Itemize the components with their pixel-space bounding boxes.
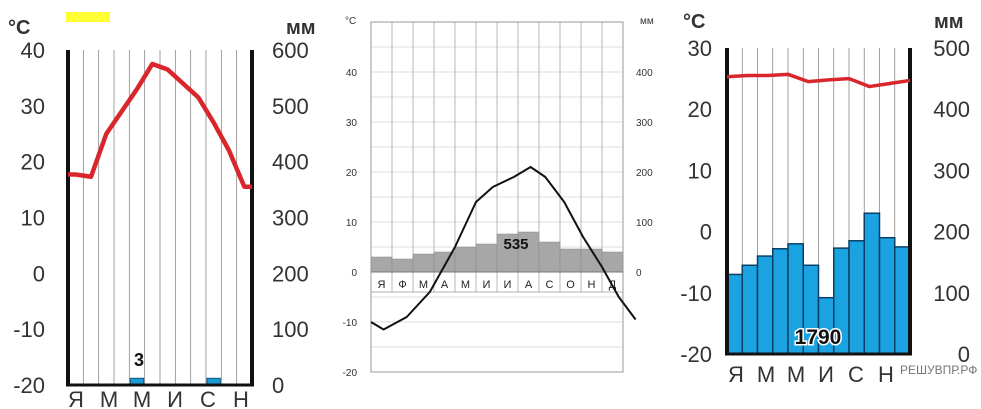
y-tick-label-temp: -10 bbox=[343, 318, 358, 329]
month-label: А bbox=[525, 279, 533, 291]
y-tick-label-temp: 10 bbox=[688, 158, 712, 183]
month-label: О bbox=[566, 279, 575, 291]
y-tick-label-precip: 100 bbox=[272, 317, 309, 342]
left-unit-label: °C bbox=[345, 16, 356, 27]
precip-bar bbox=[475, 243, 498, 273]
y-tick-label-precip: 400 bbox=[272, 150, 309, 175]
month-label: М bbox=[787, 362, 805, 387]
precip-bar bbox=[391, 258, 414, 273]
right-unit-label: мм bbox=[934, 11, 964, 33]
precip-bar bbox=[412, 253, 435, 273]
left-unit-label: °C bbox=[8, 17, 30, 39]
y-tick-label-precip: 400 bbox=[636, 68, 653, 79]
month-label: А bbox=[441, 279, 449, 291]
precip-bar bbox=[601, 251, 624, 273]
month-label: М bbox=[757, 362, 775, 387]
temperature-line bbox=[370, 166, 637, 331]
y-tick-label-precip: 0 bbox=[272, 373, 284, 398]
precip-bar bbox=[559, 248, 582, 273]
y-tick-label-temp: 0 bbox=[33, 261, 45, 286]
month-label: И bbox=[167, 387, 183, 409]
month-label: М bbox=[461, 279, 470, 291]
total-precip-label: 3 bbox=[134, 350, 144, 370]
y-tick-label-precip: 500 bbox=[933, 36, 970, 61]
total-precip-label: 1790 bbox=[795, 326, 842, 349]
right-unit-label: мм bbox=[640, 16, 654, 27]
month-label: Ф bbox=[398, 279, 406, 291]
y-tick-label-precip: 100 bbox=[636, 218, 653, 229]
month-label: И bbox=[504, 279, 512, 291]
y-tick-label-temp: 30 bbox=[21, 94, 45, 119]
precip-bar bbox=[756, 255, 774, 355]
watermark: РЕШУВПР.РФ bbox=[900, 363, 977, 377]
y-tick-label-precip: 600 bbox=[272, 38, 309, 63]
y-tick-label-temp: 40 bbox=[21, 38, 45, 63]
y-tick-label-temp: 40 bbox=[346, 68, 358, 79]
month-label: И bbox=[818, 362, 834, 387]
month-label: С bbox=[200, 387, 216, 409]
month-label: М bbox=[133, 387, 151, 409]
month-label: Я bbox=[68, 387, 84, 409]
y-tick-label-precip: 0 bbox=[958, 342, 970, 367]
y-tick-label-precip: 300 bbox=[272, 206, 309, 231]
left-unit-label: °C bbox=[683, 11, 705, 33]
precip-bar bbox=[878, 236, 896, 355]
temperature-line bbox=[68, 61, 252, 190]
precip-bar bbox=[772, 247, 789, 355]
y-tick-label-precip: 100 bbox=[933, 281, 970, 306]
y-tick-label-temp: 0 bbox=[700, 220, 712, 245]
precip-bar bbox=[863, 212, 881, 355]
highlight-mark bbox=[66, 12, 110, 22]
month-label: М bbox=[419, 279, 428, 291]
y-tick-label-precip: 400 bbox=[933, 97, 970, 122]
y-tick-label-temp: 20 bbox=[346, 168, 358, 179]
y-tick-label-precip: 200 bbox=[636, 168, 653, 179]
y-tick-label-precip: 0 bbox=[636, 268, 642, 279]
precip-bar bbox=[848, 240, 865, 355]
precip-bar bbox=[741, 264, 759, 355]
y-tick-label-temp: -20 bbox=[343, 368, 358, 379]
y-tick-label-precip: 500 bbox=[272, 94, 309, 119]
precip-bar bbox=[370, 256, 393, 273]
temperature-line bbox=[726, 72, 911, 89]
y-tick-label-temp: -20 bbox=[13, 373, 45, 398]
month-label: Н bbox=[233, 387, 249, 409]
y-tick-label-temp: -20 bbox=[680, 342, 712, 367]
month-label: Я bbox=[378, 279, 386, 291]
month-label: Н bbox=[878, 362, 894, 387]
y-tick-label-temp: 10 bbox=[21, 206, 45, 231]
precip-bar bbox=[433, 251, 456, 273]
month-label: С bbox=[546, 279, 554, 291]
precip-bar bbox=[454, 246, 477, 273]
precip-bar bbox=[894, 246, 911, 355]
precip-bar bbox=[538, 241, 561, 273]
y-tick-label-precip: 300 bbox=[933, 158, 970, 183]
y-tick-label-temp: 30 bbox=[688, 36, 712, 61]
month-label: М bbox=[100, 387, 118, 409]
y-tick-label-temp: -10 bbox=[680, 281, 712, 306]
month-label: Я bbox=[728, 362, 744, 387]
month-label: С bbox=[848, 362, 864, 387]
y-tick-label-temp: 30 bbox=[346, 118, 358, 129]
y-tick-label-temp: 20 bbox=[688, 97, 712, 122]
y-tick-label-temp: -10 bbox=[13, 317, 45, 342]
month-label: И bbox=[483, 279, 491, 291]
y-tick-label-precip: 300 bbox=[636, 118, 653, 129]
total-precip-label: 535 bbox=[503, 236, 528, 253]
month-label: Н bbox=[588, 279, 596, 291]
y-tick-label-temp: 10 bbox=[346, 218, 358, 229]
y-tick-label-precip: 200 bbox=[272, 261, 309, 286]
climatogram-2: Я Ф М А М И И А С О Н Д403020100-10-204003002001000… bbox=[343, 16, 654, 379]
y-tick-label-temp: 20 bbox=[21, 150, 45, 175]
y-tick-label-temp: 0 bbox=[351, 268, 357, 279]
y-tick-label-precip: 200 bbox=[933, 220, 970, 245]
right-unit-label: мм bbox=[286, 17, 316, 39]
precip-bar bbox=[726, 273, 743, 355]
